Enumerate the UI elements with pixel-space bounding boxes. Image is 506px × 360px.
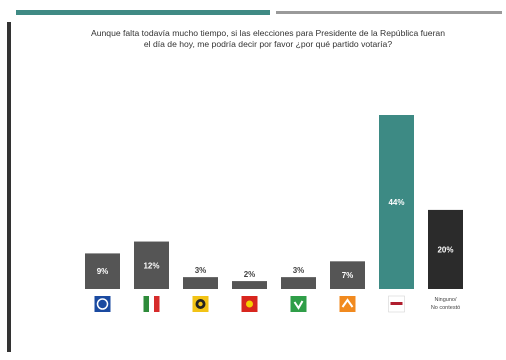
mc-logo-icon — [339, 296, 356, 312]
pt-logo-star-mark — [246, 300, 253, 308]
chart-question-title: Aunque falta todavía mucho tiempo, si la… — [30, 28, 506, 49]
top-accent-bar-gray — [276, 11, 502, 14]
bar-mc — [330, 261, 365, 289]
value-label-pt: 2% — [244, 270, 256, 279]
bar-pri — [134, 241, 169, 289]
pri-logo-white-stripe — [149, 296, 154, 312]
pvem-logo-mark — [293, 300, 304, 310]
bar-pan — [85, 253, 120, 289]
top-accent-bar-teal — [16, 10, 270, 15]
value-label-ninguno-no-contest: 20% — [437, 245, 453, 254]
left-accent-bar — [7, 22, 11, 352]
value-label-pvem: 3% — [293, 266, 305, 275]
mc-logo-mark — [341, 298, 354, 308]
bar-prd — [183, 277, 218, 289]
bar-morena — [379, 115, 414, 289]
morena-logo-mark — [390, 302, 403, 305]
bar-pvem — [281, 277, 316, 289]
value-label-prd: 3% — [195, 266, 207, 275]
category-label-ninguno-no-contest-line-2: No contestó — [431, 305, 460, 311]
title-line-1: Aunque falta todavía mucho tiempo, si la… — [91, 28, 445, 38]
pan-logo-ring-mark — [96, 298, 109, 310]
category-label-ninguno-no-contest-line-1: Ninguno/ — [434, 297, 456, 303]
pvem-logo-icon — [290, 296, 307, 312]
value-label-pan: 9% — [97, 267, 109, 276]
value-label-mc: 7% — [342, 271, 354, 280]
pri-logo-red-stripe — [154, 296, 160, 312]
prd-logo-sun-center — [198, 301, 203, 307]
bar-ninguno-no-contest — [428, 209, 463, 289]
value-label-pri: 12% — [143, 261, 159, 270]
value-label-morena: 44% — [388, 198, 404, 207]
title-line-2: el día de hoy, me podría decir por favor… — [143, 38, 393, 49]
bar-pt — [232, 281, 267, 289]
